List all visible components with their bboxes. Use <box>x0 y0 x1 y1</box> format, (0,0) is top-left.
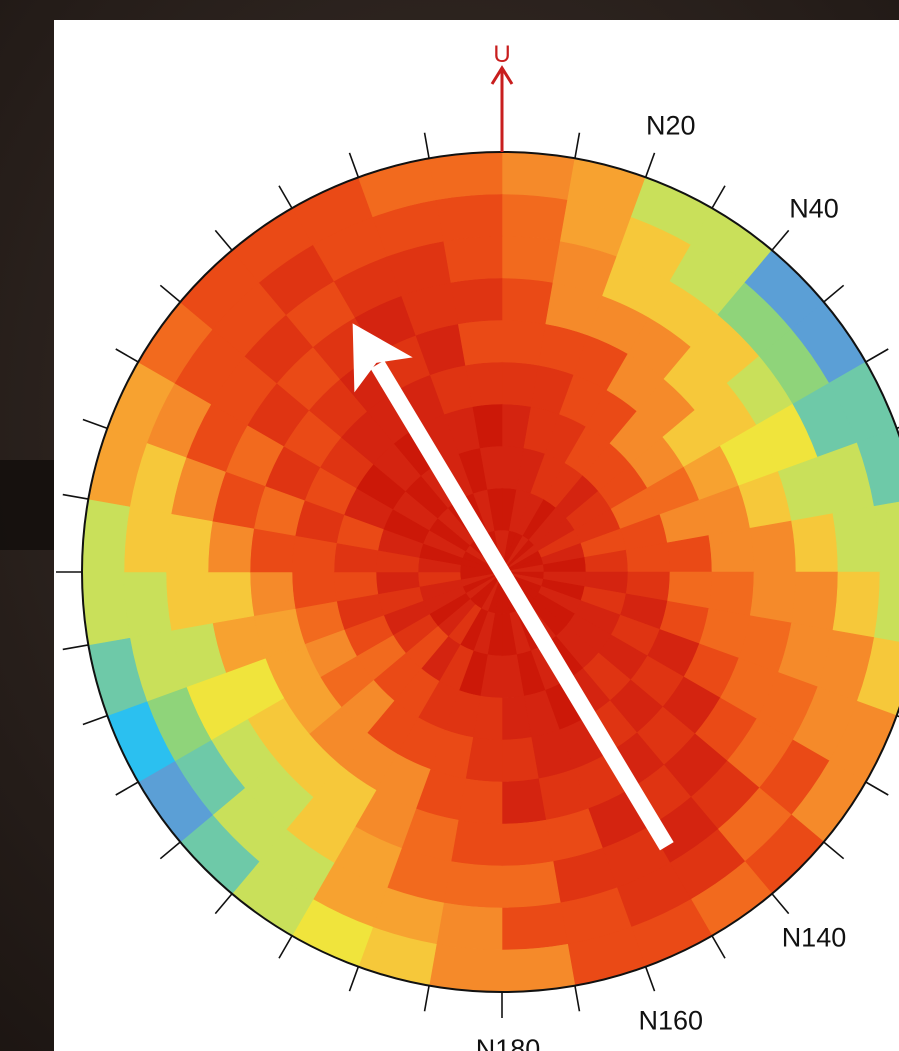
heatmap-cell <box>443 235 503 283</box>
azimuth-tick <box>574 132 581 159</box>
heatmap-cell <box>436 902 503 951</box>
heatmap-cell <box>450 819 503 867</box>
heatmap-cell <box>832 506 881 573</box>
heatmap-cell <box>123 571 172 638</box>
azimuth-tick <box>62 493 89 500</box>
azimuth-tick <box>711 185 726 209</box>
figure-panel: N20N40NNN140N160N180 U <box>54 20 899 1051</box>
azimuth-tick <box>115 348 139 363</box>
heatmap-cell <box>436 193 503 242</box>
up-marker-arrowhead-icon <box>490 65 514 85</box>
azimuth-tick <box>823 841 845 860</box>
azimuth-label: N40 <box>789 193 839 223</box>
heatmap-cell <box>443 861 503 909</box>
heatmap-cell <box>501 193 568 242</box>
heatmap-cell <box>501 277 554 325</box>
heatmap-cell <box>708 571 755 617</box>
heatmap-cell <box>832 571 881 638</box>
azimuth-tick <box>423 985 430 1012</box>
heatmap-cell <box>749 520 797 573</box>
heatmap-cell <box>501 235 561 283</box>
azimuth-tick <box>115 781 139 796</box>
heatmap-cell <box>501 943 576 993</box>
heatmap-cell <box>81 571 131 646</box>
heatmap-cell <box>749 571 797 624</box>
up-marker-label: U <box>493 41 510 68</box>
azimuth-label: N160 <box>639 1005 704 1035</box>
heatmap-cell <box>501 861 561 909</box>
azimuth-tick <box>644 966 656 992</box>
azimuth-tick <box>348 966 360 992</box>
azimuth-tick <box>644 152 656 178</box>
heatmap-cell <box>249 527 296 573</box>
azimuth-tick <box>423 132 430 159</box>
heatmap-cell <box>249 571 296 617</box>
azimuth-ticks <box>56 132 899 1018</box>
azimuth-tick <box>62 644 89 651</box>
direction-arrow-shaft <box>370 360 674 851</box>
heatmap-cell <box>501 778 547 825</box>
heatmap-cell <box>450 277 503 325</box>
azimuth-tick <box>823 284 845 303</box>
heatmap-cell <box>207 520 255 573</box>
heatmap-cell <box>708 527 755 573</box>
azimuth-tick <box>771 229 790 251</box>
azimuth-tick <box>711 935 726 959</box>
polar-heatmap-chart: N20N40NNN140N160N180 U <box>56 41 899 1051</box>
heatmap-cell <box>791 513 839 573</box>
heatmap-cell <box>81 498 131 573</box>
heatmap-cell <box>428 151 503 201</box>
heatmap-cell <box>457 778 503 825</box>
heatmap-cell <box>501 319 547 366</box>
heatmap-cell <box>501 151 576 201</box>
azimuth-labels: N20N40NNN140N160N180 <box>476 111 847 1051</box>
azimuth-tick <box>82 418 108 430</box>
azimuth-label: N140 <box>782 923 847 953</box>
direction-arrow-head <box>352 323 413 393</box>
azimuth-tick <box>159 841 181 860</box>
up-marker: U <box>490 41 514 152</box>
heatmap-cells <box>81 151 899 993</box>
direction-arrow-icon <box>352 323 674 851</box>
azimuth-tick <box>214 893 233 915</box>
heatmap-cell <box>457 319 503 366</box>
heatmap-cell <box>207 571 255 624</box>
heatmap-cell <box>428 943 503 993</box>
heatmap-cell <box>501 819 554 867</box>
azimuth-tick <box>865 781 889 796</box>
azimuth-tick <box>574 985 581 1012</box>
azimuth-label: N20 <box>646 111 696 141</box>
heatmap-cell <box>165 571 213 631</box>
azimuth-label: N180 <box>476 1034 541 1051</box>
azimuth-tick <box>82 714 108 726</box>
azimuth-tick <box>159 284 181 303</box>
heatmap-cell <box>791 571 839 631</box>
heatmap-cell <box>501 902 568 951</box>
azimuth-tick <box>278 185 293 209</box>
azimuth-tick <box>348 152 360 178</box>
heatmap-cell <box>165 513 213 573</box>
azimuth-tick <box>865 348 889 363</box>
azimuth-tick <box>771 893 790 915</box>
azimuth-tick <box>214 229 233 251</box>
heatmap-cell <box>123 506 172 573</box>
azimuth-tick <box>278 935 293 959</box>
